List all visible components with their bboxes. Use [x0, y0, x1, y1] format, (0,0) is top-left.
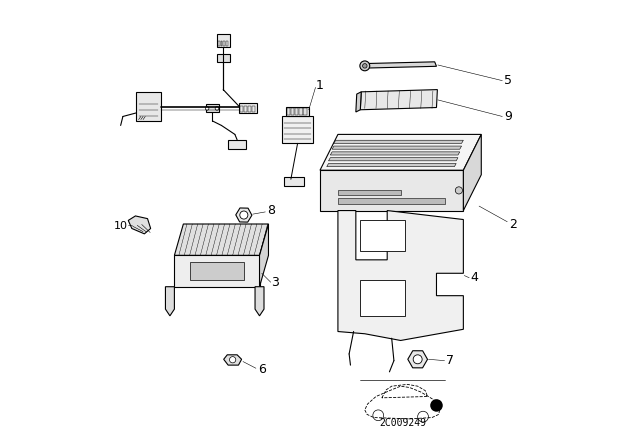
Bar: [291, 108, 294, 115]
Bar: [217, 34, 230, 47]
Polygon shape: [255, 287, 264, 316]
Circle shape: [240, 211, 248, 219]
Bar: [136, 92, 161, 121]
Text: 9: 9: [504, 110, 512, 123]
Polygon shape: [334, 140, 463, 143]
Polygon shape: [224, 355, 242, 365]
Circle shape: [413, 355, 422, 364]
Polygon shape: [174, 255, 260, 287]
Bar: [338, 198, 445, 204]
Text: 8: 8: [267, 204, 275, 217]
Bar: [218, 41, 220, 46]
Text: 1: 1: [316, 78, 324, 92]
Bar: [221, 41, 222, 46]
Circle shape: [455, 187, 463, 194]
Text: 6: 6: [258, 363, 266, 376]
Polygon shape: [330, 152, 460, 155]
Text: 10: 10: [114, 221, 127, 231]
Polygon shape: [327, 164, 456, 167]
Bar: [239, 103, 257, 113]
Bar: [228, 140, 246, 149]
Circle shape: [430, 399, 443, 412]
Text: 2C009249: 2C009249: [380, 418, 426, 428]
Text: 5: 5: [504, 74, 512, 87]
Polygon shape: [356, 92, 361, 112]
Circle shape: [360, 61, 370, 71]
Polygon shape: [463, 134, 481, 211]
Circle shape: [215, 107, 219, 110]
Polygon shape: [320, 170, 463, 211]
Bar: [226, 41, 228, 46]
Bar: [190, 262, 244, 280]
Bar: [248, 106, 252, 112]
Bar: [217, 54, 230, 62]
Circle shape: [205, 107, 209, 110]
Polygon shape: [260, 224, 269, 287]
Circle shape: [362, 64, 367, 68]
Text: 3: 3: [271, 276, 279, 289]
Bar: [223, 41, 225, 46]
Polygon shape: [360, 90, 437, 110]
Polygon shape: [165, 287, 174, 316]
Polygon shape: [363, 62, 436, 68]
Bar: [284, 177, 305, 186]
Bar: [240, 106, 243, 112]
Bar: [296, 108, 298, 115]
Polygon shape: [128, 216, 150, 234]
Bar: [206, 104, 219, 112]
Bar: [338, 190, 401, 195]
Bar: [287, 108, 291, 115]
Bar: [360, 220, 405, 251]
Circle shape: [230, 357, 236, 363]
Text: 2: 2: [509, 217, 516, 231]
Polygon shape: [174, 224, 269, 255]
Bar: [360, 280, 405, 316]
Text: 4: 4: [470, 271, 479, 284]
Bar: [287, 107, 309, 116]
Text: 7: 7: [446, 354, 454, 367]
Bar: [244, 106, 248, 112]
Bar: [252, 106, 255, 112]
Polygon shape: [320, 134, 481, 170]
Polygon shape: [332, 146, 461, 149]
Bar: [300, 108, 303, 115]
Bar: [303, 108, 307, 115]
Polygon shape: [328, 158, 458, 161]
Polygon shape: [338, 211, 463, 340]
Bar: [282, 116, 314, 143]
